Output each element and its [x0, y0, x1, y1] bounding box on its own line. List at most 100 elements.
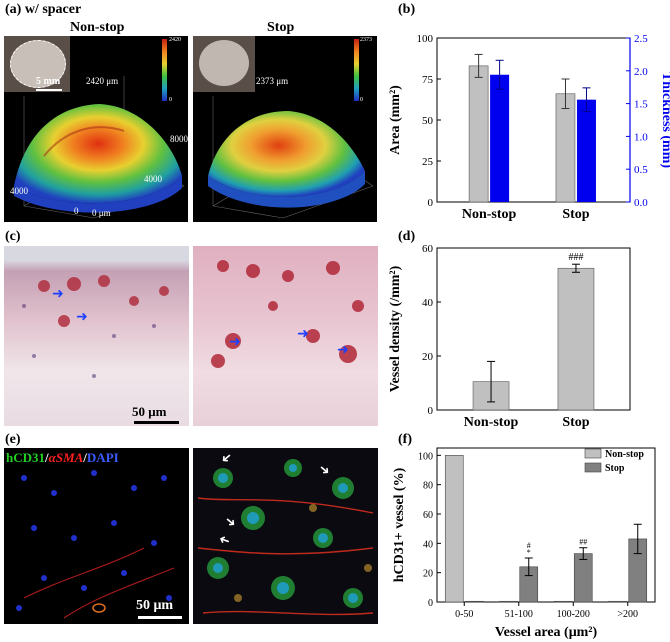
peak-label-non-stop: 2420 μm — [86, 76, 119, 86]
y-axis-label: hCD31+ vessel (%) — [392, 467, 407, 582]
panel-b-label: (b) — [398, 2, 416, 17]
significance-label: * — [527, 548, 531, 557]
bar-area — [468, 65, 489, 203]
panel-d-label: (d) — [398, 229, 416, 244]
histology-non-stop: ➜ ➜ 50 μm — [4, 246, 189, 426]
non-stop-title: Non-stop — [70, 20, 125, 35]
surface-render — [14, 76, 185, 219]
scale-label: 50 μm — [136, 598, 174, 613]
y-tick-label: 0 — [428, 598, 433, 609]
colorbar-tick-min: 0 — [360, 97, 363, 103]
y-tick-label: 20 — [423, 569, 433, 580]
significance-label: # — [527, 541, 531, 550]
arrow-icon: ➜ — [297, 327, 309, 342]
x-tick-label: Stop — [562, 415, 589, 430]
specimen-outline — [10, 40, 66, 88]
y-tick-label: 0 — [428, 405, 434, 417]
photo-inset-non-stop: 5 mm — [4, 36, 70, 92]
axis-tick-label: 0 — [74, 206, 79, 216]
axis-tick-label: 4000 — [144, 174, 162, 184]
plot-frame — [436, 247, 631, 411]
colorbar-stop — [354, 39, 359, 101]
y-tick-label: 50 — [422, 115, 434, 127]
y-axis-label: Vessel density (/mm²) — [388, 265, 403, 392]
y-tick-label: 75 — [422, 74, 434, 86]
stop-title: Stop — [267, 20, 295, 35]
panel-f-label: (f) — [398, 432, 412, 447]
immunofluorescence-non-stop: hCD31/αSMA/DAPI 50 μm — [4, 448, 189, 624]
scale-bar — [138, 616, 182, 619]
bar-non-stop — [553, 600, 573, 603]
scale-label: 50 μm — [132, 404, 167, 419]
y-tick-label: 100 — [417, 33, 434, 45]
bar-non-stop — [608, 600, 628, 603]
axis-tick-label: 0 μm — [92, 208, 111, 218]
chart-f: 0 20 40 60 80 100 0-50 #* 51-100 ## 100-200 >200 Non… — [392, 447, 656, 640]
y-tick-label: 40 — [422, 297, 434, 309]
histology-stop: ➜ ➜ ➜ — [193, 246, 378, 426]
stain-legend: hCD31/αSMA/DAPI — [6, 450, 119, 466]
y-right-tick-label: 2.0 — [634, 66, 648, 78]
y-tick-label: 80 — [423, 481, 433, 492]
x-tick-label: Stop — [562, 207, 589, 222]
bar-non-stop — [444, 455, 464, 603]
scale-bar — [134, 421, 179, 424]
legend-label: Non-stop — [605, 449, 644, 460]
surface-render — [208, 96, 374, 219]
tissue-render — [211, 260, 364, 368]
bar-stop — [464, 600, 484, 603]
y-tick-label: 20 — [422, 351, 434, 363]
significance-label: ### — [568, 252, 583, 263]
peak-label-stop: 2373 μm — [256, 76, 289, 86]
stain-asma: αSMA — [48, 450, 84, 465]
y-tick-label: 100 — [418, 451, 433, 462]
significance-label: ## — [579, 538, 587, 547]
legend-label: Stop — [605, 463, 625, 474]
axis-tick-label: 4000 — [10, 186, 28, 196]
x-tick-label: >200 — [617, 609, 638, 620]
fluorescence-render — [16, 470, 175, 619]
arrow-icon: ➜ — [229, 335, 241, 350]
immunofluorescence-stop: ➜ ➜ ➜ ➜ — [193, 448, 378, 624]
y-axis-label: Area (mm²) — [388, 85, 403, 155]
x-tick-label: Non-stop — [464, 415, 519, 430]
inset-scale-label: 5 mm — [36, 76, 61, 87]
y-right-tick-label: 1.0 — [634, 131, 648, 143]
surface-map-stop — [193, 36, 377, 222]
stain-dapi: DAPI — [86, 450, 119, 465]
y-right-tick-label: 1.5 — [634, 99, 648, 111]
legend-swatch — [584, 448, 602, 459]
y-tick-label: 25 — [422, 156, 434, 168]
y-right-tick-label: 0.5 — [634, 164, 648, 176]
arrow-icon: ➜ — [76, 310, 88, 325]
bar-stop — [573, 553, 593, 603]
arrow-icon: ➜ — [337, 343, 349, 358]
panel-e-label: (e) — [5, 432, 21, 447]
colorbar-non-stop — [162, 39, 167, 101]
stain-hcd31: hCD31 — [6, 450, 46, 465]
y-right-tick-label: 0.0 — [634, 197, 648, 209]
bar-area — [555, 93, 576, 203]
tissue-render — [22, 275, 169, 378]
colorbar-tick-max: 2373 — [360, 37, 372, 43]
specimen-outline — [199, 40, 249, 86]
legend-swatch — [584, 462, 602, 473]
arrow-icon: ➜ — [52, 287, 64, 302]
y-tick-label: 60 — [422, 243, 434, 255]
bar-non-stop — [499, 600, 519, 603]
panel-a-label: (a) w/ spacer — [5, 2, 82, 17]
bar-thickness — [576, 99, 596, 202]
plot-frame — [436, 37, 631, 203]
panel-c-label: (c) — [5, 229, 21, 244]
x-tick-label: 0-50 — [455, 609, 473, 620]
x-tick-label: 100-200 — [557, 609, 590, 620]
colorbar-tick-max: 2420 — [169, 37, 181, 43]
bar — [557, 267, 595, 411]
y-right-tick-label: 2.5 — [634, 33, 648, 45]
inset-scale-bar — [36, 89, 62, 91]
chart-b: 0 25 50 75 100 0.0 0.5 1.0 1.5 2.0 2.5 Non-stop Stop… — [388, 33, 670, 222]
y-tick-label: 0 — [428, 197, 434, 209]
stain-separator: / — [83, 450, 87, 465]
y-tick-label: 40 — [423, 539, 433, 550]
y-right-axis-label: Thickness (mm) — [659, 72, 670, 168]
